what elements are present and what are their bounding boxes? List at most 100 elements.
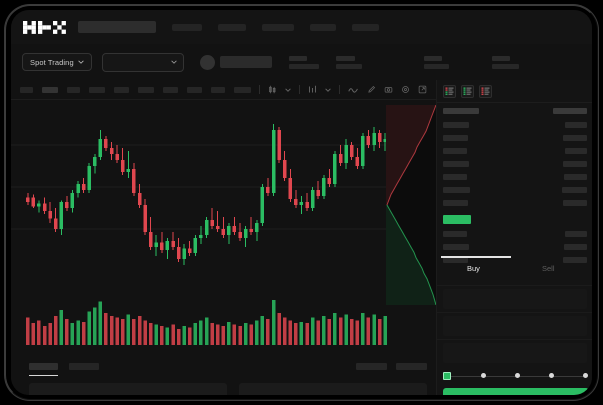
ticker-stat-last-price	[288, 55, 319, 69]
chevron-down-icon[interactable]	[285, 87, 291, 93]
stat-label	[491, 55, 510, 61]
form-divider	[437, 285, 592, 286]
pair-name	[219, 56, 272, 68]
orderbook-ask-row-amount[interactable]	[563, 135, 587, 141]
buy-submit-button[interactable]	[443, 388, 589, 395]
interval-1d[interactable]	[163, 86, 178, 93]
search-input[interactable]	[78, 21, 156, 33]
orderbook-ask-row-price[interactable]	[443, 122, 469, 128]
interval-more[interactable]	[234, 86, 251, 93]
bottom-action-1[interactable]	[356, 363, 387, 370]
nav-item-2[interactable]	[218, 23, 246, 31]
app-screen: Spot Trading	[11, 10, 592, 395]
slider-stop-25[interactable]	[481, 373, 486, 378]
chart-gridlines	[11, 144, 408, 230]
stat-label	[288, 55, 307, 61]
orderbook-bid-row-price[interactable]	[443, 231, 467, 237]
nav-item-5[interactable]	[352, 23, 379, 31]
bottom-action-2[interactable]	[396, 363, 427, 370]
nav-item-1[interactable]	[172, 23, 202, 31]
orderbook-ask-row-price[interactable]	[443, 135, 468, 141]
price-chart[interactable]	[11, 100, 436, 355]
orderbook-view-modes	[443, 85, 492, 98]
volume-series	[26, 300, 387, 345]
chevron-down-icon	[171, 59, 177, 65]
orderbook-ask-row-amount[interactable]	[565, 122, 587, 128]
line-chart-icon[interactable]	[348, 85, 359, 94]
fullscreen-icon[interactable]	[418, 85, 427, 94]
side-tab-active-underline	[441, 256, 511, 258]
slider-handle[interactable]	[443, 372, 451, 380]
slider-stop-75[interactable]	[549, 373, 554, 378]
nav-item-4[interactable]	[310, 23, 336, 31]
ticker-stat-change	[335, 55, 362, 69]
bottom-tab-order-history[interactable]	[69, 363, 99, 370]
orderbook-divider	[437, 102, 592, 103]
slider-stop-50[interactable]	[515, 373, 520, 378]
interval-1m[interactable]	[20, 86, 33, 93]
orderbook-bid-row-price[interactable]	[443, 257, 468, 263]
orderbook-ask-row-amount[interactable]	[553, 108, 587, 114]
ticker-subheader: Spot Trading	[11, 44, 592, 80]
order-price-field[interactable]	[443, 289, 587, 309]
orderbook-ask-row-amount[interactable]	[564, 174, 587, 180]
trading-mode-label: Spot Trading	[30, 57, 74, 67]
interval-1h[interactable]	[114, 86, 129, 93]
orderbook-ask-row-amount[interactable]	[562, 187, 587, 193]
orderbook-bid-row-amount[interactable]	[564, 244, 587, 250]
nav-item-3[interactable]	[262, 23, 294, 31]
orderbook-ask-row-price[interactable]	[443, 148, 467, 154]
orderbook-bid-row-amount[interactable]	[563, 257, 587, 263]
bottom-tab-open-orders[interactable]	[29, 363, 58, 370]
orderbook-mode-bids[interactable]	[461, 85, 474, 98]
interval-30m[interactable]	[89, 86, 105, 93]
interval-4h[interactable]	[138, 86, 154, 93]
indicators-icon[interactable]	[308, 85, 317, 94]
orderbook-ask-row-price[interactable]	[443, 187, 470, 193]
orderbook-ask-row-amount[interactable]	[563, 200, 587, 206]
amount-percent-slider[interactable]	[443, 371, 589, 381]
orderbook-mode-asks[interactable]	[479, 85, 492, 98]
form-divider	[437, 312, 592, 313]
pair-select[interactable]	[101, 52, 184, 72]
orderbook-bid-row-amount[interactable]	[565, 231, 587, 237]
orderbook-ask-row-amount[interactable]	[565, 148, 587, 154]
camera-icon[interactable]	[384, 85, 393, 94]
slider-stop-100[interactable]	[583, 373, 588, 378]
candle-series	[26, 124, 387, 265]
orderbook-spread	[443, 215, 471, 224]
bottom-card-left[interactable]	[29, 383, 227, 395]
order-amount-field[interactable]	[443, 316, 587, 336]
orderbook-ask-row-price[interactable]	[443, 174, 467, 180]
bottom-tab-active-underline	[29, 375, 58, 376]
orderbook-ask-row-price[interactable]	[443, 200, 468, 206]
stat-label	[335, 55, 355, 61]
tab-buy[interactable]: Buy	[467, 264, 480, 273]
app-header	[11, 10, 592, 44]
orderbook-ask-row-amount[interactable]	[563, 161, 587, 167]
ticker-stat-volume	[491, 55, 519, 69]
gear-icon[interactable]	[401, 85, 410, 94]
stat-value	[288, 63, 319, 69]
orderbook-bid-row-price[interactable]	[443, 244, 469, 250]
stat-value	[335, 63, 362, 69]
orderbook-mode-both[interactable]	[443, 85, 456, 98]
interval-5m[interactable]	[42, 86, 58, 93]
chevron-down-icon[interactable]	[325, 87, 331, 93]
interval-15m[interactable]	[67, 86, 80, 93]
pencil-icon[interactable]	[367, 85, 376, 94]
candlestick-type-icon[interactable]	[268, 85, 277, 94]
depth-overlay	[386, 105, 436, 305]
interval-1mo[interactable]	[211, 86, 225, 93]
bottom-card-right[interactable]	[239, 383, 427, 395]
orderbook-ask-row-price[interactable]	[443, 108, 479, 114]
order-total-field[interactable]	[443, 343, 587, 363]
interval-1w[interactable]	[187, 86, 202, 93]
stat-label	[423, 55, 442, 61]
stat-value	[491, 63, 519, 69]
orders-panel	[11, 355, 436, 395]
okx-logo[interactable]	[23, 20, 67, 34]
orderbook-ask-row-price[interactable]	[443, 161, 469, 167]
tab-sell[interactable]: Sell	[542, 264, 555, 273]
trading-mode-selector[interactable]: Spot Trading	[22, 53, 92, 71]
